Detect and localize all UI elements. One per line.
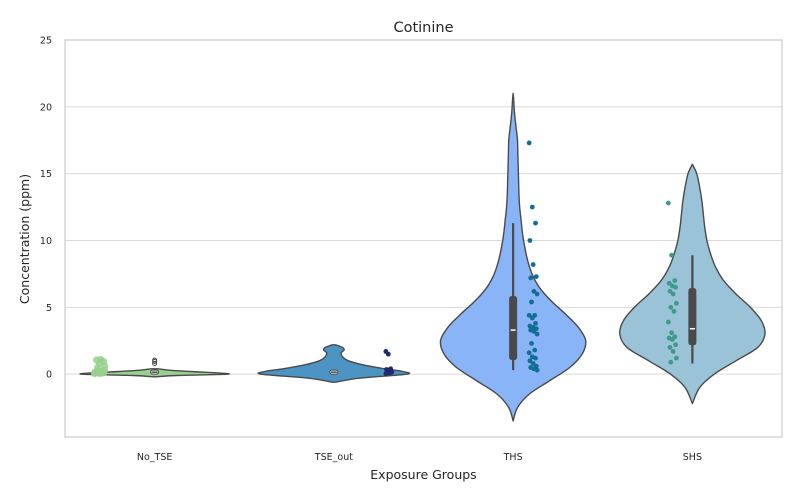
data-point [529, 204, 535, 210]
data-point [97, 355, 105, 364]
data-point [526, 312, 532, 318]
data-point [533, 355, 538, 361]
x-tick-labels: No_TSE TSE_out THS SHS [137, 452, 702, 463]
y-tick-label: 5 [46, 303, 52, 314]
data-point [527, 358, 533, 364]
data-point [385, 351, 391, 357]
data-point [672, 278, 678, 284]
violin-iqr-box [509, 296, 518, 360]
data-point [668, 359, 674, 365]
data-point [534, 291, 540, 297]
data-point [530, 262, 536, 267]
data-point [668, 304, 674, 310]
y-tick-label: 15 [40, 169, 52, 180]
data-point [529, 341, 534, 346]
y-tick-label: 25 [40, 36, 52, 47]
x-tick-label: No_TSE [137, 452, 173, 463]
plot-frame [64, 39, 783, 438]
y-tick-label: 0 [46, 370, 52, 381]
data-point [526, 140, 532, 146]
data-point [101, 362, 109, 370]
data-point [529, 315, 535, 321]
data-point [673, 342, 678, 348]
data-point [669, 252, 674, 258]
x-tick-label: TSE_out [314, 452, 353, 463]
y-axis-label: Concentration (ppm) [17, 174, 32, 304]
data-point [387, 370, 393, 376]
data-point [526, 350, 532, 356]
data-point [669, 330, 674, 336]
data-point [673, 355, 679, 361]
data-point [531, 329, 537, 334]
y-tick-label: 10 [40, 236, 52, 247]
data-point [529, 299, 534, 305]
violin-outlier [152, 357, 158, 363]
data-point [673, 284, 678, 290]
x-tick-label: THS [503, 452, 523, 463]
data-point [533, 320, 538, 326]
data-point [532, 347, 538, 353]
data-point [528, 275, 534, 281]
data-point [670, 349, 676, 354]
data-point [533, 220, 538, 226]
data-point [665, 319, 671, 325]
violins [79, 92, 766, 422]
y-tick-label: 20 [40, 102, 52, 113]
y-tick-labels: 0 5 10 15 20 25 [40, 36, 52, 381]
data-point [673, 300, 679, 306]
data-point [94, 363, 102, 372]
data-point [666, 280, 672, 286]
data-point [667, 288, 673, 294]
data-points [91, 140, 679, 378]
data-point [670, 291, 676, 297]
violin-No_TSE [79, 357, 230, 378]
data-point [383, 371, 389, 376]
data-point [665, 200, 671, 206]
data-point [530, 361, 536, 366]
violin-THS [439, 92, 587, 422]
violin-iqr-box [688, 288, 697, 346]
chart-title: Cotinine [393, 20, 453, 36]
data-point [669, 337, 675, 342]
violin-outlier [152, 360, 158, 366]
x-axis-label: Exposure Groups [370, 467, 476, 482]
data-point [671, 308, 677, 314]
x-tick-label: SHS [683, 452, 702, 463]
data-point [527, 238, 533, 243]
data-point [534, 367, 540, 373]
data-point [533, 274, 539, 279]
data-point [667, 345, 673, 350]
data-point [534, 331, 540, 337]
violin-SHS [618, 163, 766, 405]
data-point [531, 288, 537, 294]
